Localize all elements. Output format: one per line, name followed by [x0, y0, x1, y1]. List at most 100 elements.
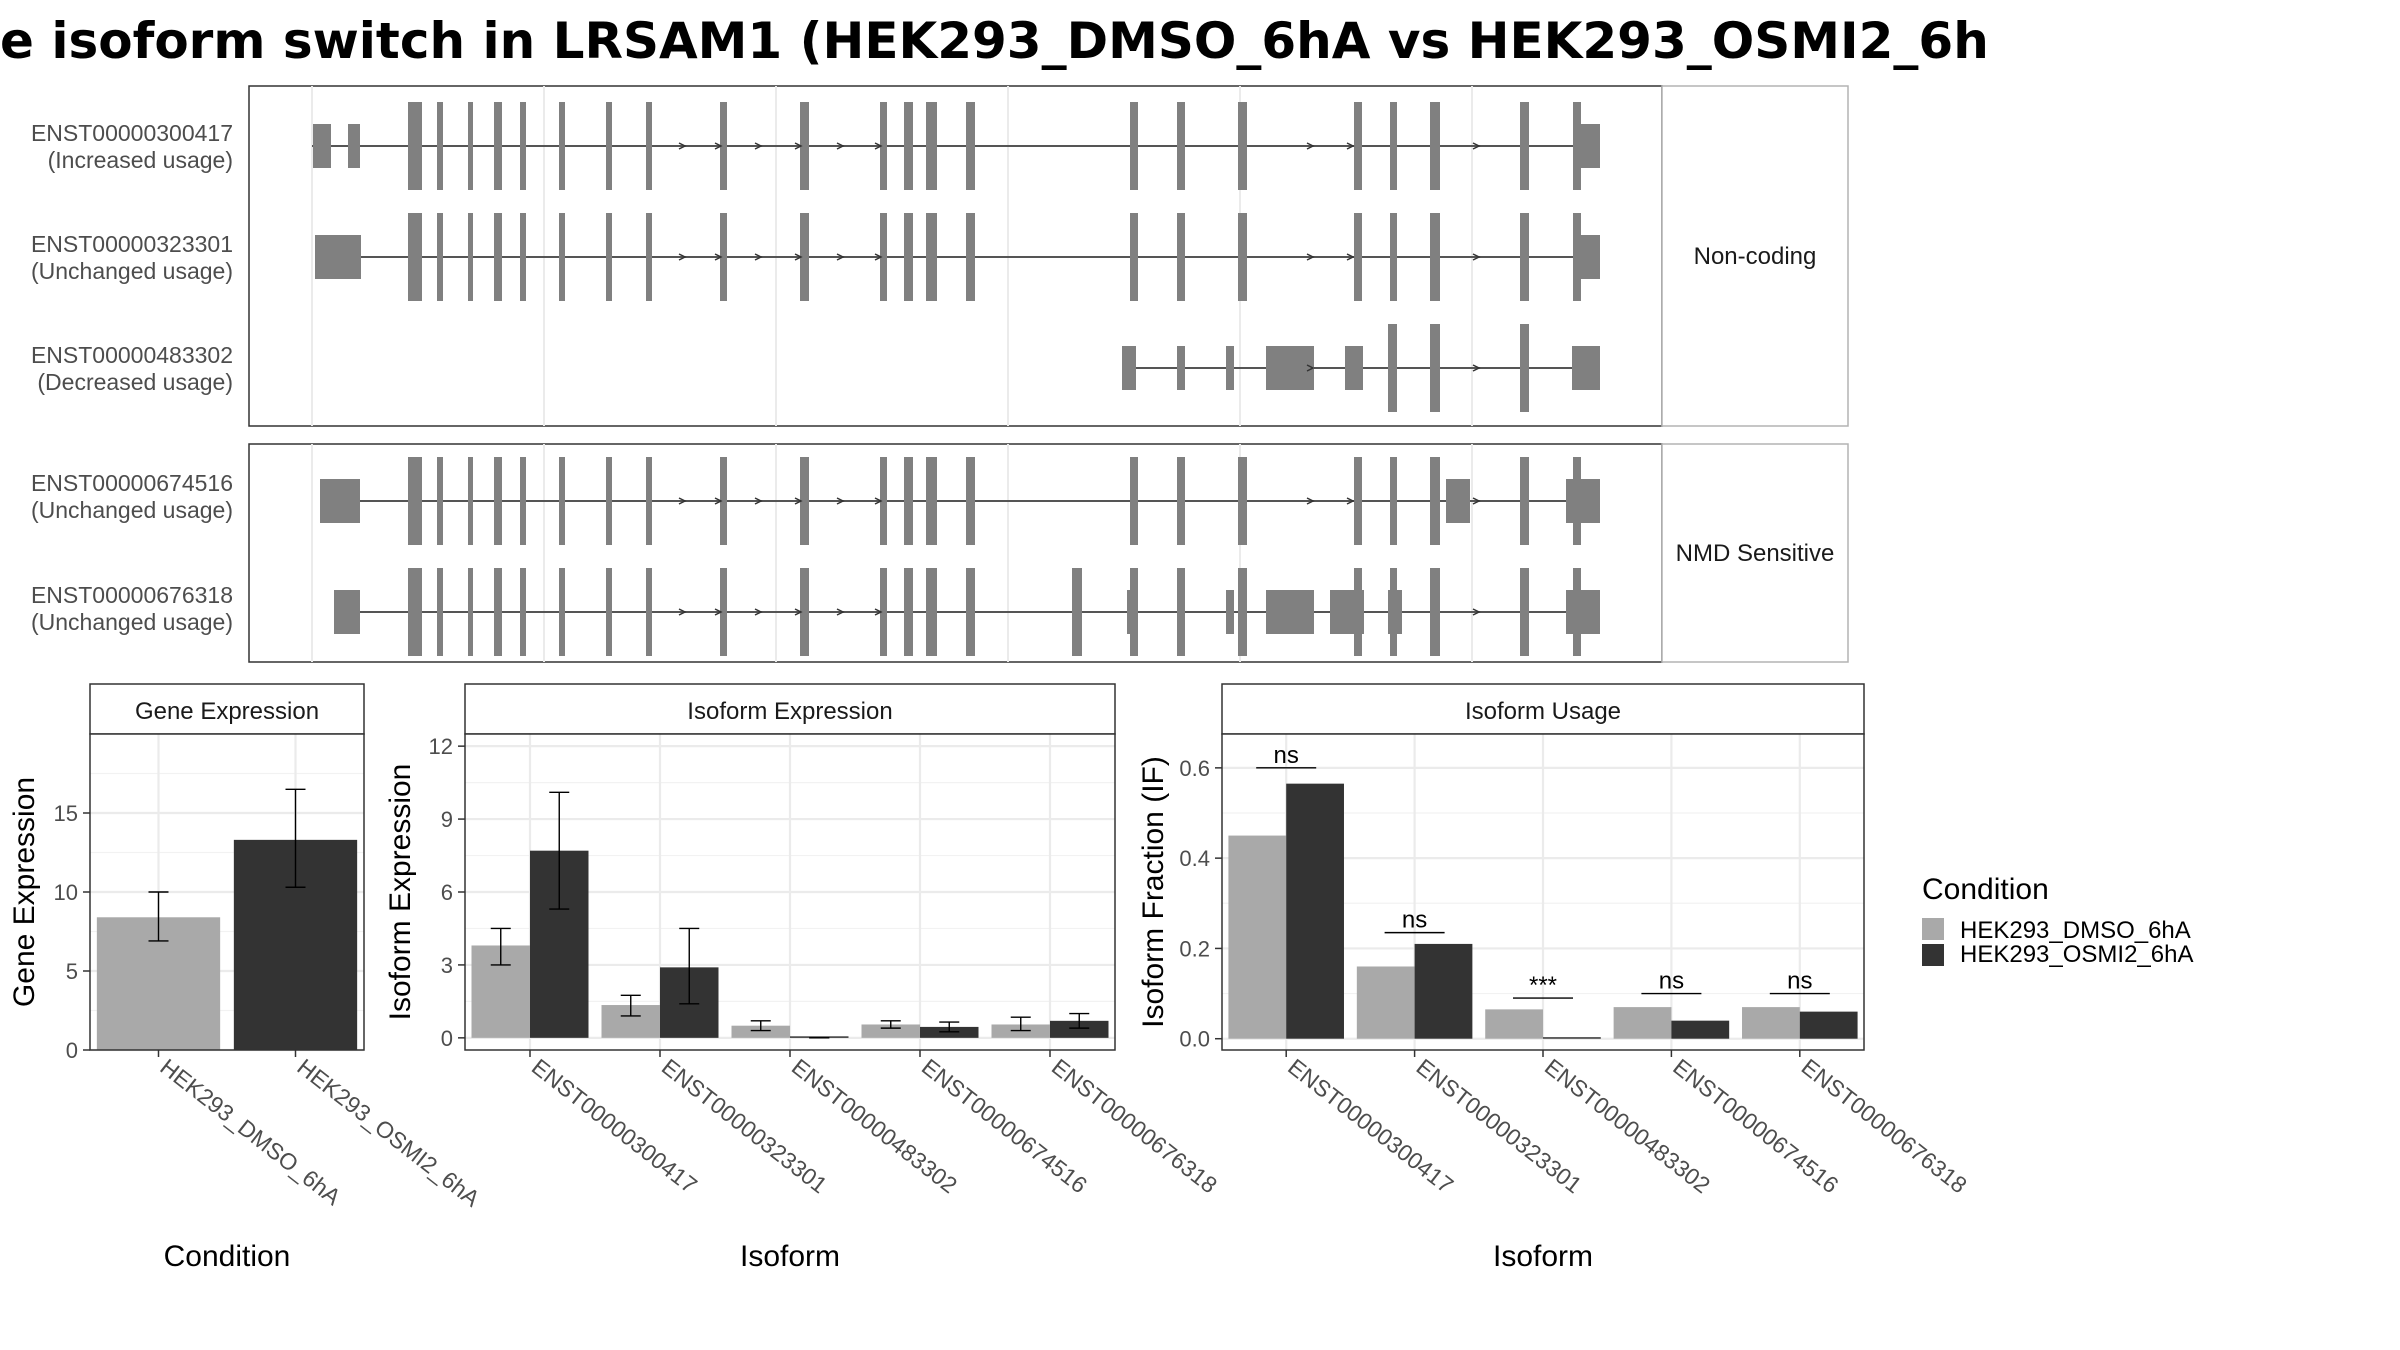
exon-block	[408, 213, 422, 301]
exon-block	[468, 457, 473, 545]
strand-arrow	[754, 608, 763, 616]
legend-swatch-dmso	[1922, 918, 1944, 940]
y-tick-label: 10	[54, 880, 78, 905]
bar	[790, 1036, 849, 1038]
strand-arrow	[754, 497, 763, 505]
exon-block	[606, 102, 612, 190]
exon-block	[904, 102, 913, 190]
strand-arrow	[754, 253, 763, 261]
exon-block	[966, 568, 975, 656]
exon-block	[1177, 213, 1185, 301]
exon-block	[1238, 213, 1247, 301]
exon-block	[1520, 324, 1529, 412]
bar	[731, 1025, 790, 1038]
bar	[1050, 1020, 1109, 1038]
exon-block	[1430, 590, 1440, 634]
bar	[861, 1024, 920, 1038]
exon-block	[1430, 324, 1440, 412]
exon-block	[800, 102, 809, 190]
exon-block	[606, 213, 612, 301]
bar	[1286, 783, 1344, 1039]
legend-label-osmi: HEK293_OSMI2_6hA	[1960, 941, 2193, 968]
exon-block	[1177, 346, 1185, 390]
exon-block	[520, 213, 526, 301]
exon-block	[1130, 102, 1138, 190]
transcript-usage: (Unchanged usage)	[31, 497, 233, 523]
bar	[1742, 1007, 1800, 1039]
strand-arrow	[836, 253, 845, 261]
exon-block	[720, 102, 727, 190]
exon-block	[1345, 346, 1363, 390]
exon-block	[926, 568, 937, 656]
y-axis-label: Isoform Expression	[384, 764, 417, 1021]
exon-block	[1446, 479, 1470, 523]
exon-block	[1266, 590, 1314, 634]
exon-block	[468, 568, 473, 656]
bar	[1485, 1009, 1543, 1039]
exon-block	[646, 213, 652, 301]
strand-arrow	[836, 608, 845, 616]
strand-arrow	[1472, 608, 1481, 616]
figure-title: e isoform switch in LRSAM1 (HEK293_DMSO_…	[0, 12, 1989, 70]
y-tick-label: 9	[441, 807, 453, 832]
exon-block	[494, 457, 502, 545]
exon-block	[408, 102, 422, 190]
transcript-panel-nmd: NMD Sensitive ENST00000674516 (Unchanged…	[31, 443, 1849, 663]
transcript-id: ENST00000674516	[31, 470, 233, 496]
strand-arrow	[678, 142, 687, 150]
significance-label: ns	[1659, 968, 1684, 995]
strand-arrow	[794, 142, 803, 150]
transcript-id: ENST00000300417	[31, 120, 233, 146]
y-tick-label: 0.0	[1179, 1027, 1210, 1052]
exon-block	[880, 568, 887, 656]
exon-block	[646, 102, 652, 190]
facet-title: Isoform Expression	[687, 698, 892, 725]
exon-block	[1226, 590, 1234, 634]
exon-block	[494, 213, 502, 301]
y-tick-label: 0.4	[1179, 846, 1210, 871]
exon-block	[520, 457, 526, 545]
exon-block	[1177, 102, 1185, 190]
y-axis-label: Isoform Fraction (IF)	[1137, 756, 1170, 1028]
exon-block	[1238, 102, 1247, 190]
exon-block	[606, 457, 612, 545]
strand-arrow	[1472, 497, 1481, 505]
exon-block	[1520, 479, 1529, 523]
exon-block	[926, 102, 937, 190]
exon-block	[966, 102, 975, 190]
group-label-noncoding: Non-coding	[1694, 243, 1817, 270]
strand-arrow	[678, 253, 687, 261]
transcript-rows	[320, 457, 1600, 656]
y-tick-label: 0	[441, 1026, 453, 1051]
exon-block	[468, 102, 473, 190]
facet-title: Gene Expression	[135, 698, 319, 725]
significance-label: ***	[1529, 972, 1557, 999]
exon-block	[1430, 213, 1440, 301]
exon-block	[1177, 457, 1185, 545]
legend: Condition HEK293_DMSO_6hA HEK293_OSMI2_6…	[1922, 873, 2193, 968]
exon-block	[520, 102, 526, 190]
exon-block	[1122, 346, 1136, 390]
exon-block	[1520, 102, 1529, 190]
isoform-expression-chart: Isoform Expression036912ENST00000300417E…	[384, 683, 1222, 1273]
strand-arrow	[678, 497, 687, 505]
exon-block	[559, 213, 565, 301]
exon-block	[646, 568, 652, 656]
transcript-id: ENST00000323301	[31, 231, 233, 257]
exon-block	[646, 457, 652, 545]
exon-block	[559, 568, 565, 656]
y-tick-label: 12	[429, 734, 453, 759]
strand-arrow	[1346, 142, 1355, 150]
bar	[1543, 1037, 1601, 1039]
exon-block	[1520, 590, 1529, 634]
strand-arrow	[1306, 142, 1315, 150]
exon-block	[926, 457, 937, 545]
facet-title: Isoform Usage	[1465, 698, 1621, 725]
group-label-nmd: NMD Sensitive	[1676, 540, 1835, 567]
strand-arrow	[794, 253, 803, 261]
exon-block	[1238, 457, 1247, 545]
transcript-usage: (Unchanged usage)	[31, 609, 233, 635]
strand-arrow	[874, 253, 883, 261]
strand-arrow	[714, 253, 723, 261]
exon-block	[1520, 213, 1529, 301]
